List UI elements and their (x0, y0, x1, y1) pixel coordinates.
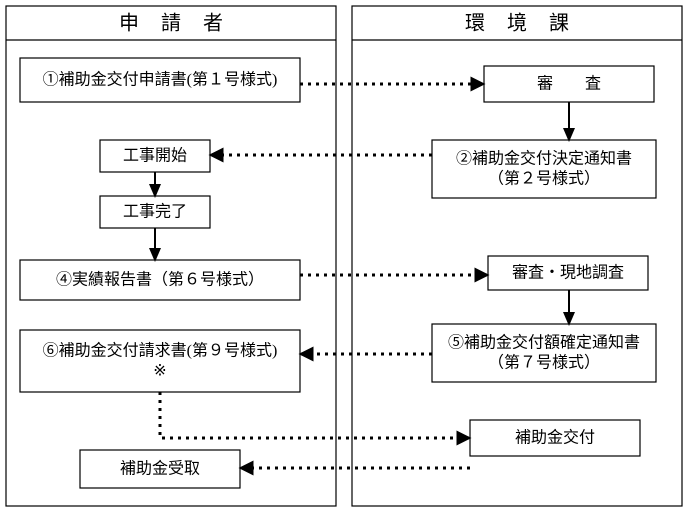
node-invoice: ⑥補助金交付請求書(第９号様式) ※ (20, 330, 300, 392)
node-grant-label-0: 補助金交付 (515, 429, 595, 447)
node-inspect-label-0: 審査・現地調査 (512, 264, 624, 282)
node-inspect: 審査・現地調査 (488, 256, 648, 290)
node-report-label-0: ④実績報告書（第６号様式） (56, 271, 264, 289)
node-invoice-label-0: ⑥補助金交付請求書(第９号様式) (43, 342, 278, 360)
node-receive: 補助金受取 (80, 450, 240, 488)
node-start: 工事開始 (100, 140, 210, 172)
edge-invoice-to-grant (160, 392, 470, 438)
node-report: ④実績報告書（第６号様式） (20, 260, 300, 300)
node-apply-label-0: ①補助金交付申請書(第１号様式) (43, 71, 278, 89)
node-review-label-0: 審 査 (537, 75, 601, 93)
node-finish-label-0: 工事完了 (123, 203, 187, 221)
node-invoice-label-1: ※ (153, 363, 166, 380)
node-decision-label-0: ②補助金交付決定通知書 (456, 150, 632, 168)
node-confirm-label-0: ⑤補助金交付額確定通知書 (448, 334, 640, 352)
panel-left-header: 申請者 (119, 12, 245, 35)
node-start-label-0: 工事開始 (123, 147, 187, 165)
panel-right-header: 環境課 (465, 12, 591, 35)
node-finish: 工事完了 (100, 196, 210, 228)
node-confirm: ⑤補助金交付額確定通知書 （第７号様式） (432, 324, 656, 382)
node-confirm-label-1: （第７号様式） (488, 354, 600, 372)
node-receive-label-0: 補助金受取 (120, 460, 200, 478)
node-grant: 補助金交付 (470, 420, 640, 456)
node-decision-label-1: （第２号様式） (488, 170, 600, 188)
node-decision: ②補助金交付決定通知書 （第２号様式） (432, 140, 656, 198)
node-review: 審 査 (484, 66, 654, 102)
node-apply: ①補助金交付申請書(第１号様式) (20, 58, 300, 102)
